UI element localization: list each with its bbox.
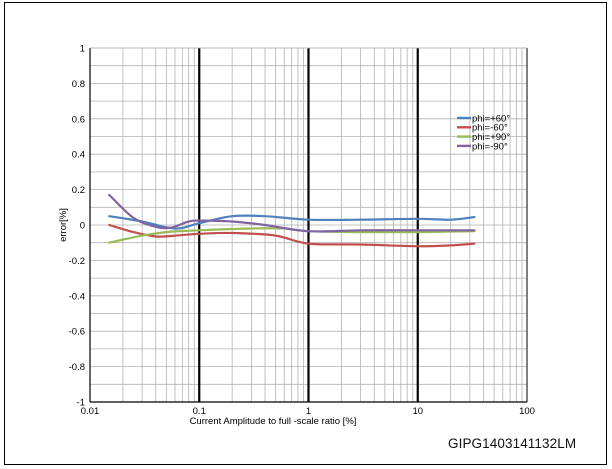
y-axis-label: error[%] [58,208,69,242]
series-line-2 [108,223,476,248]
figure-id-label: GIPG1403141132LM [448,436,577,451]
series-line-4 [108,193,476,233]
legend-label: phi=-90° [472,141,508,152]
y-tick-label: 0.6 [72,114,85,125]
x-tick-label: 1 [306,406,311,417]
figure-frame [4,2,607,465]
x-axis-label: Current Amplitude to full -scale ratio [… [190,416,357,427]
legend-label: phi=+90° [472,132,510,143]
legend-label: phi=-60° [472,123,508,134]
y-tick-label: 0.4 [72,150,85,161]
y-tick-label: 0 [80,221,85,232]
x-tick-label: 10 [412,406,423,417]
y-tick-label: -0.6 [69,327,85,338]
y-tick-label: -0.8 [69,362,85,373]
y-tick-label: 1 [80,44,85,55]
y-tick-label: 0.8 [72,79,85,90]
x-tick-label: 0.01 [81,406,100,417]
y-tick-label: -1 [77,398,85,409]
legend-label: phi=+60° [472,113,510,124]
x-tick-label: 0.1 [193,406,206,417]
y-tick-label: 0.2 [72,185,85,196]
x-tick-label: 100 [519,406,535,417]
y-tick-label: -0.2 [69,256,85,267]
y-tick-label: -0.4 [69,291,85,302]
series-line-3 [108,227,476,244]
